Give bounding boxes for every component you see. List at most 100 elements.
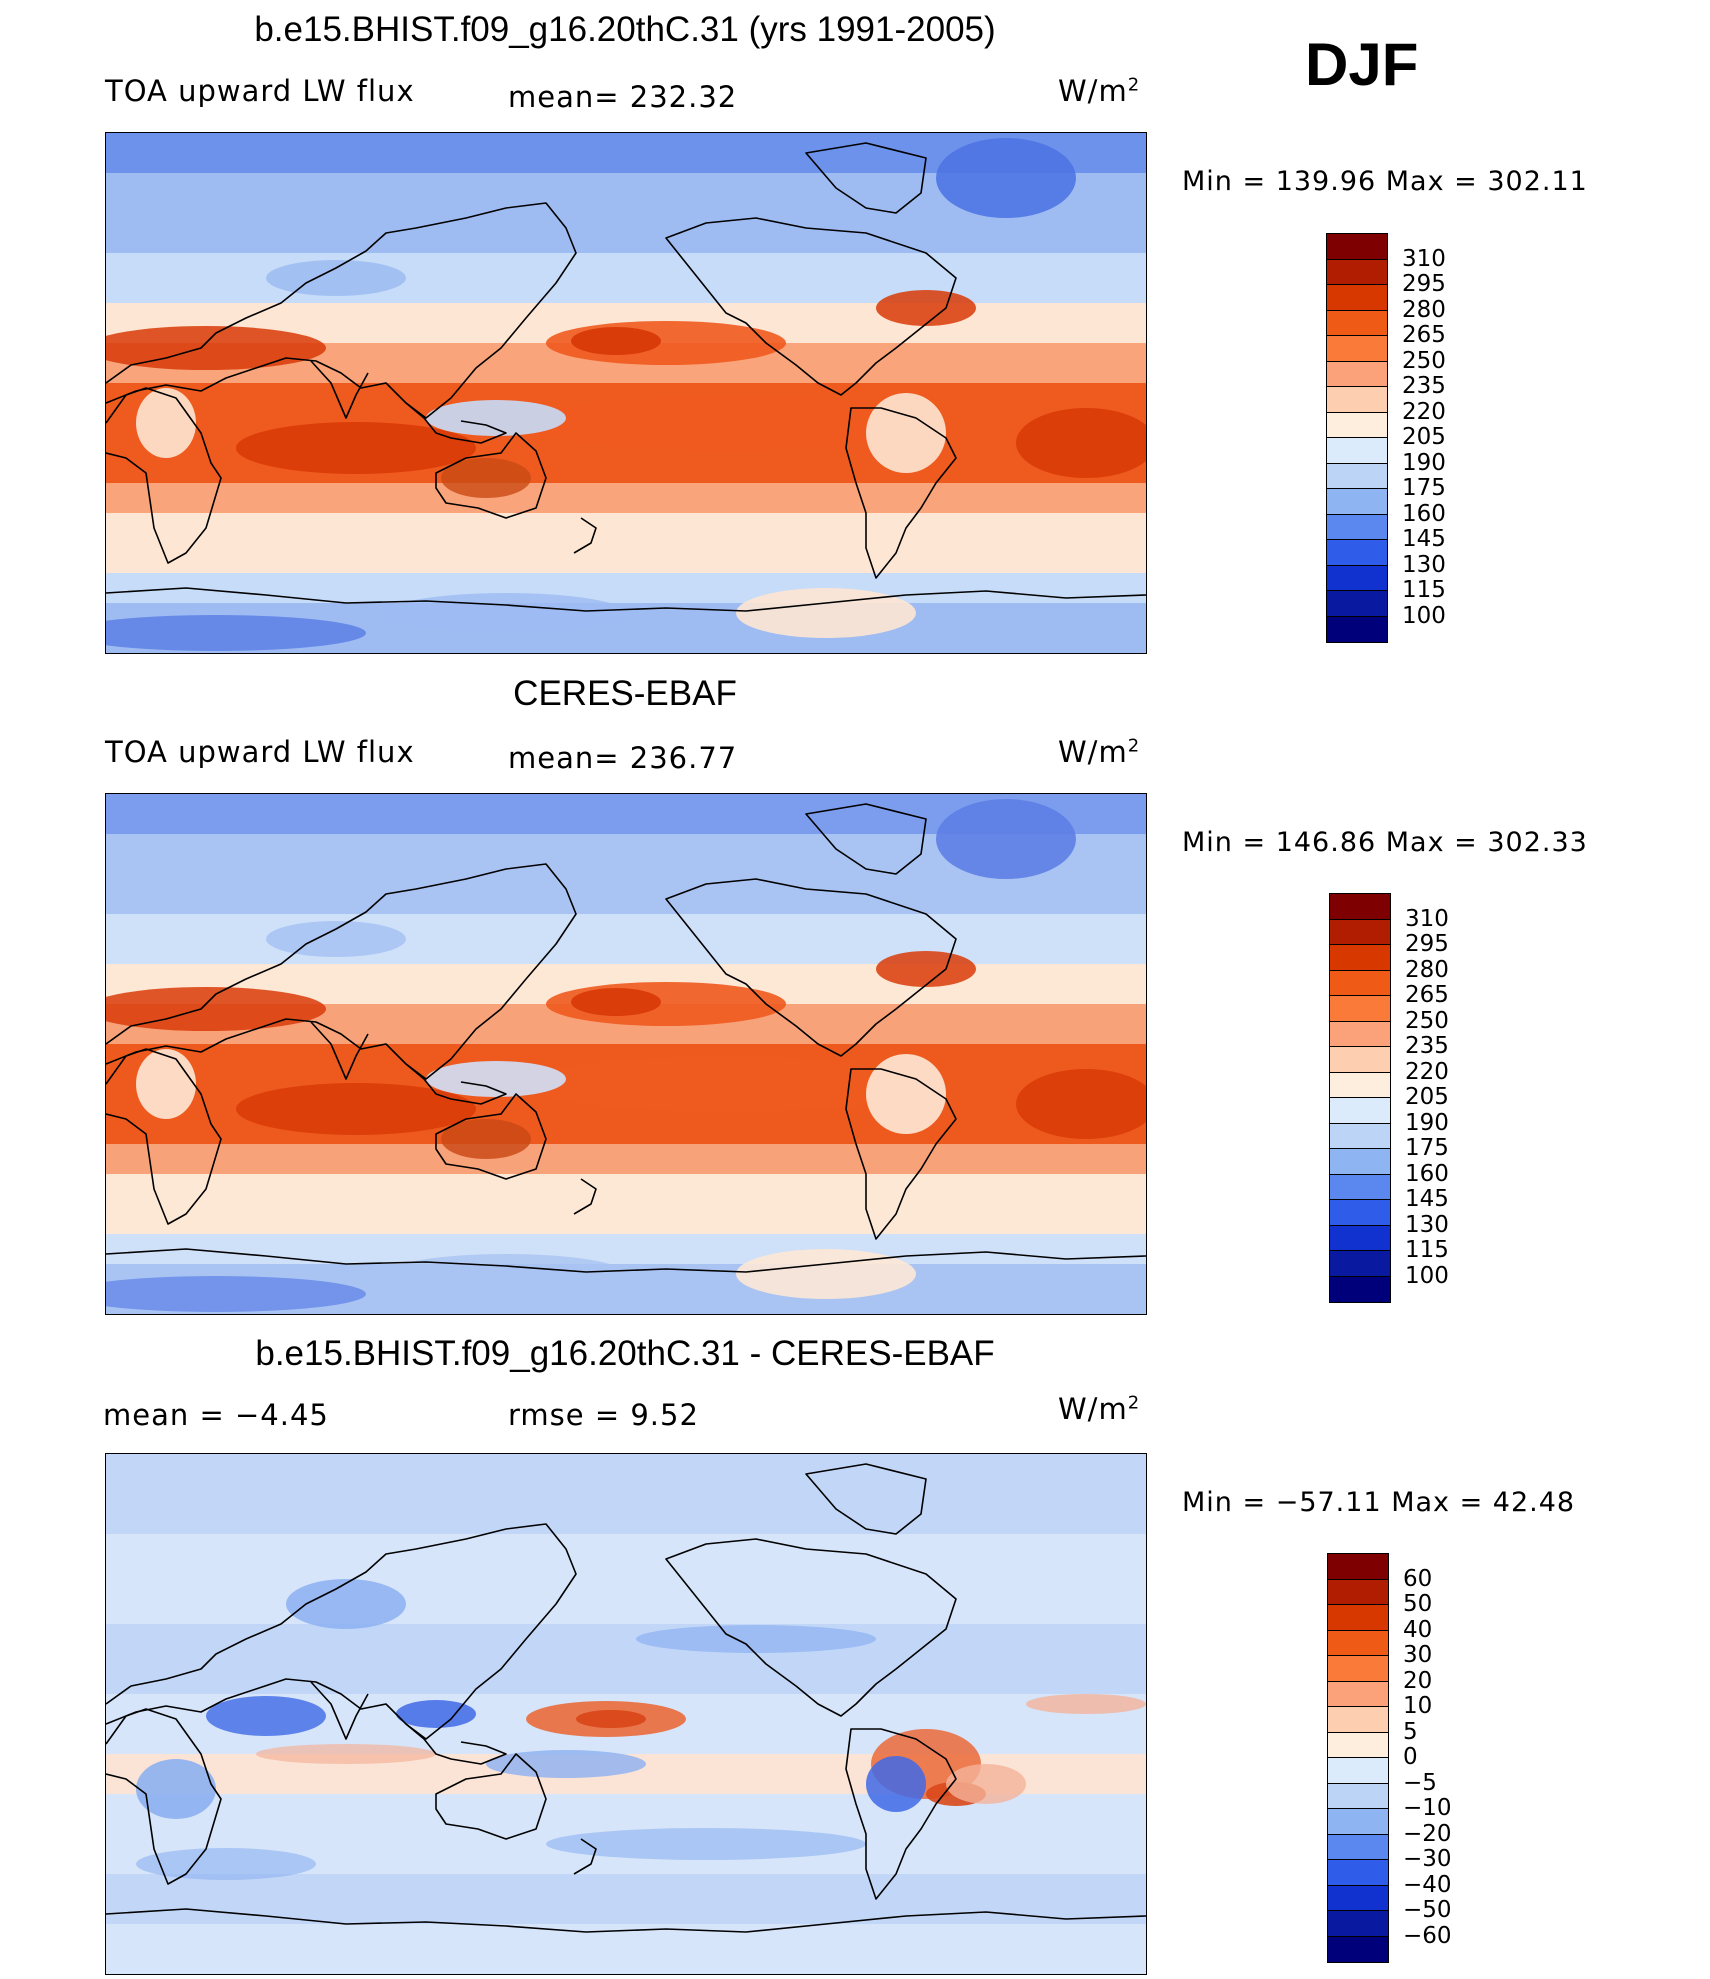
panel-3-mean: mean = −4.45	[103, 1398, 329, 1432]
colorbar-tick-label: 20	[1403, 1667, 1433, 1694]
panel-2-map	[105, 793, 1147, 1315]
coastline	[805, 803, 927, 875]
colorbar-swatch	[1328, 1681, 1388, 1707]
coastline	[310, 1681, 369, 1740]
world-map	[106, 1454, 1146, 1974]
coastline	[310, 1021, 369, 1080]
colorbar-tick-label: −60	[1403, 1922, 1452, 1949]
colorbar-tick-label: −50	[1403, 1897, 1452, 1923]
colorbar-swatch	[1327, 412, 1387, 438]
colorbar-swatch	[1327, 565, 1387, 591]
panel-1-title: b.e15.BHIST.f09_g16.20thC.31 (yrs 1991-2…	[254, 10, 996, 49]
colorbar-tick-label: 310	[1402, 245, 1446, 272]
coastline	[845, 407, 957, 579]
panel-2-mean: mean= 236.77	[508, 741, 738, 775]
colorbar-swatch	[1330, 970, 1390, 996]
colorbar-swatch	[1328, 1579, 1388, 1605]
coastline	[805, 1463, 927, 1535]
colorbar-tick-label: −30	[1403, 1846, 1452, 1872]
panel-2-title: CERES-EBAF	[513, 674, 737, 713]
colorbar-swatch	[1327, 438, 1387, 464]
colorbar-swatch	[1330, 1225, 1390, 1251]
coastline	[805, 142, 927, 214]
panel-2-minmax: Min = 146.86 Max = 302.33	[1182, 827, 1588, 858]
season-label: DJF	[1305, 31, 1419, 98]
coastline	[310, 360, 369, 419]
coastline	[665, 1538, 957, 1717]
colorbar-swatch	[1330, 894, 1390, 920]
colorbar-swatch	[1330, 996, 1390, 1022]
colorbar-swatch	[1328, 1783, 1388, 1809]
coastline	[106, 1708, 222, 1885]
coastline	[106, 387, 222, 564]
panel-1-units: W/m2	[1058, 74, 1141, 108]
coastline	[405, 1063, 507, 1105]
colorbar-tick-label: 10	[1403, 1693, 1433, 1719]
colorbar-swatch	[1327, 540, 1387, 566]
colorbar-tick-label: 0	[1403, 1744, 1418, 1770]
panel-1-map	[105, 132, 1147, 654]
colorbar-tick-label: 295	[1405, 931, 1449, 957]
colorbar-tick-label: −40	[1403, 1871, 1452, 1898]
colorbar-tick-label: 60	[1403, 1565, 1433, 1592]
colorbar-tick-label: 235	[1402, 373, 1446, 399]
colorbar-swatch	[1330, 1123, 1390, 1149]
colorbar-swatch	[1327, 616, 1387, 642]
colorbar-swatch	[1330, 1072, 1390, 1098]
panel-3-rmse: rmse = 9.52	[508, 1398, 699, 1432]
colorbar-swatch	[1328, 1834, 1388, 1860]
panel-3-colorbar	[1327, 1553, 1389, 1963]
colorbar-swatch	[1327, 259, 1387, 285]
panel-1-colorbar	[1326, 233, 1388, 643]
colorbar-swatch	[1330, 1276, 1390, 1302]
coastline	[106, 1908, 1146, 1933]
colorbar-swatch	[1327, 310, 1387, 336]
colorbar-tick-label: 100	[1402, 602, 1446, 629]
colorbar-swatch	[1327, 387, 1387, 413]
colorbar-swatch	[1330, 1047, 1390, 1073]
panel-1-minmax: Min = 139.96 Max = 302.11	[1182, 166, 1588, 197]
colorbar-tick-label: 40	[1403, 1616, 1433, 1643]
panel-2-colorbar	[1329, 893, 1391, 1303]
colorbar-tick-label: 250	[1402, 347, 1446, 374]
coastline	[845, 1728, 957, 1900]
colorbar-tick-label: −5	[1403, 1769, 1437, 1796]
colorbar-tick-label: 205	[1402, 424, 1446, 450]
colorbar-tick-label: 160	[1402, 500, 1446, 527]
panel-3-map	[105, 1453, 1147, 1975]
colorbar-tick-label: 130	[1402, 551, 1446, 578]
map-field	[106, 1454, 1146, 1974]
panel-1-variable: TOA upward LW flux	[105, 74, 415, 108]
coastline	[573, 1838, 597, 1875]
coastline	[106, 587, 1146, 612]
colorbar-tick-label: 175	[1402, 475, 1446, 501]
colorbar-swatch	[1328, 1656, 1388, 1682]
coastlines	[106, 1463, 1146, 1933]
colorbar-tick-label: 295	[1402, 271, 1446, 297]
coastline	[435, 432, 547, 519]
colorbar-swatch	[1328, 1605, 1388, 1631]
colorbar-swatch	[1327, 285, 1387, 311]
colorbar-swatch	[1330, 1021, 1390, 1047]
colorbar-swatch	[1328, 1707, 1388, 1733]
colorbar-swatch	[1330, 1149, 1390, 1175]
colorbar-swatch	[1330, 1251, 1390, 1277]
colorbar-tick-label: 130	[1405, 1211, 1449, 1238]
map-field	[106, 794, 1146, 1314]
coastline	[106, 1523, 577, 1740]
colorbar-swatch	[1328, 1630, 1388, 1656]
coastline	[665, 878, 957, 1057]
colorbar-swatch	[1328, 1732, 1388, 1758]
panel-3-units: W/m2	[1058, 1392, 1141, 1426]
coastline	[405, 402, 507, 444]
world-map	[106, 133, 1146, 653]
colorbar-tick-label: 250	[1405, 1007, 1449, 1034]
panel-2-units: W/m2	[1058, 735, 1141, 769]
colorbar-swatch	[1330, 945, 1390, 971]
panel-1-mean: mean= 232.32	[508, 80, 738, 114]
colorbar-tick-label: −20	[1403, 1820, 1452, 1847]
colorbar-swatch	[1330, 1098, 1390, 1124]
colorbar-tick-label: 115	[1402, 577, 1446, 603]
coastline	[106, 1048, 222, 1225]
colorbar-swatch	[1327, 463, 1387, 489]
